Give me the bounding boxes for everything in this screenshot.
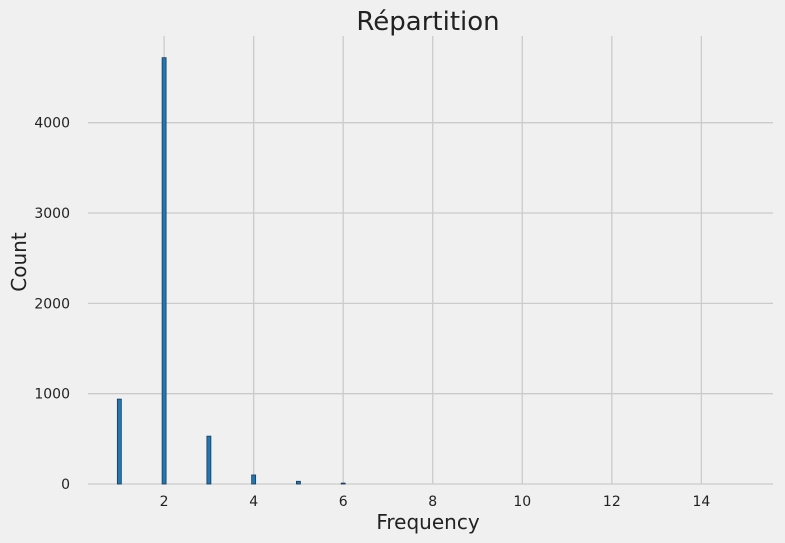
bar xyxy=(206,435,212,485)
x-tick-label: 10 xyxy=(513,494,531,510)
tick-labels: 0 1000 2000 3000 4000 2 4 6 8 10 12 14 xyxy=(34,116,710,510)
y-tick-label: 2000 xyxy=(34,296,70,312)
grid xyxy=(88,36,773,485)
x-tick-label: 14 xyxy=(692,494,710,510)
bar xyxy=(161,57,167,485)
y-tick-label: 1000 xyxy=(34,387,70,403)
x-tick-label: 6 xyxy=(339,494,348,510)
y-tick-label: 4000 xyxy=(34,116,70,132)
chart-title: Répartition xyxy=(356,7,499,37)
bar xyxy=(296,480,301,485)
bar xyxy=(340,482,346,485)
y-tick-label: 0 xyxy=(61,477,70,493)
bars xyxy=(116,57,346,485)
x-tick-label: 8 xyxy=(428,494,437,510)
x-tick-label: 2 xyxy=(160,494,169,510)
x-tick-label: 12 xyxy=(603,494,621,510)
x-tick-label: 4 xyxy=(249,494,258,510)
bar xyxy=(116,398,122,485)
y-tick-label: 3000 xyxy=(34,206,70,222)
bar xyxy=(251,474,257,485)
y-axis-label: Count xyxy=(7,232,31,292)
x-axis-label: Frequency xyxy=(376,510,479,534)
